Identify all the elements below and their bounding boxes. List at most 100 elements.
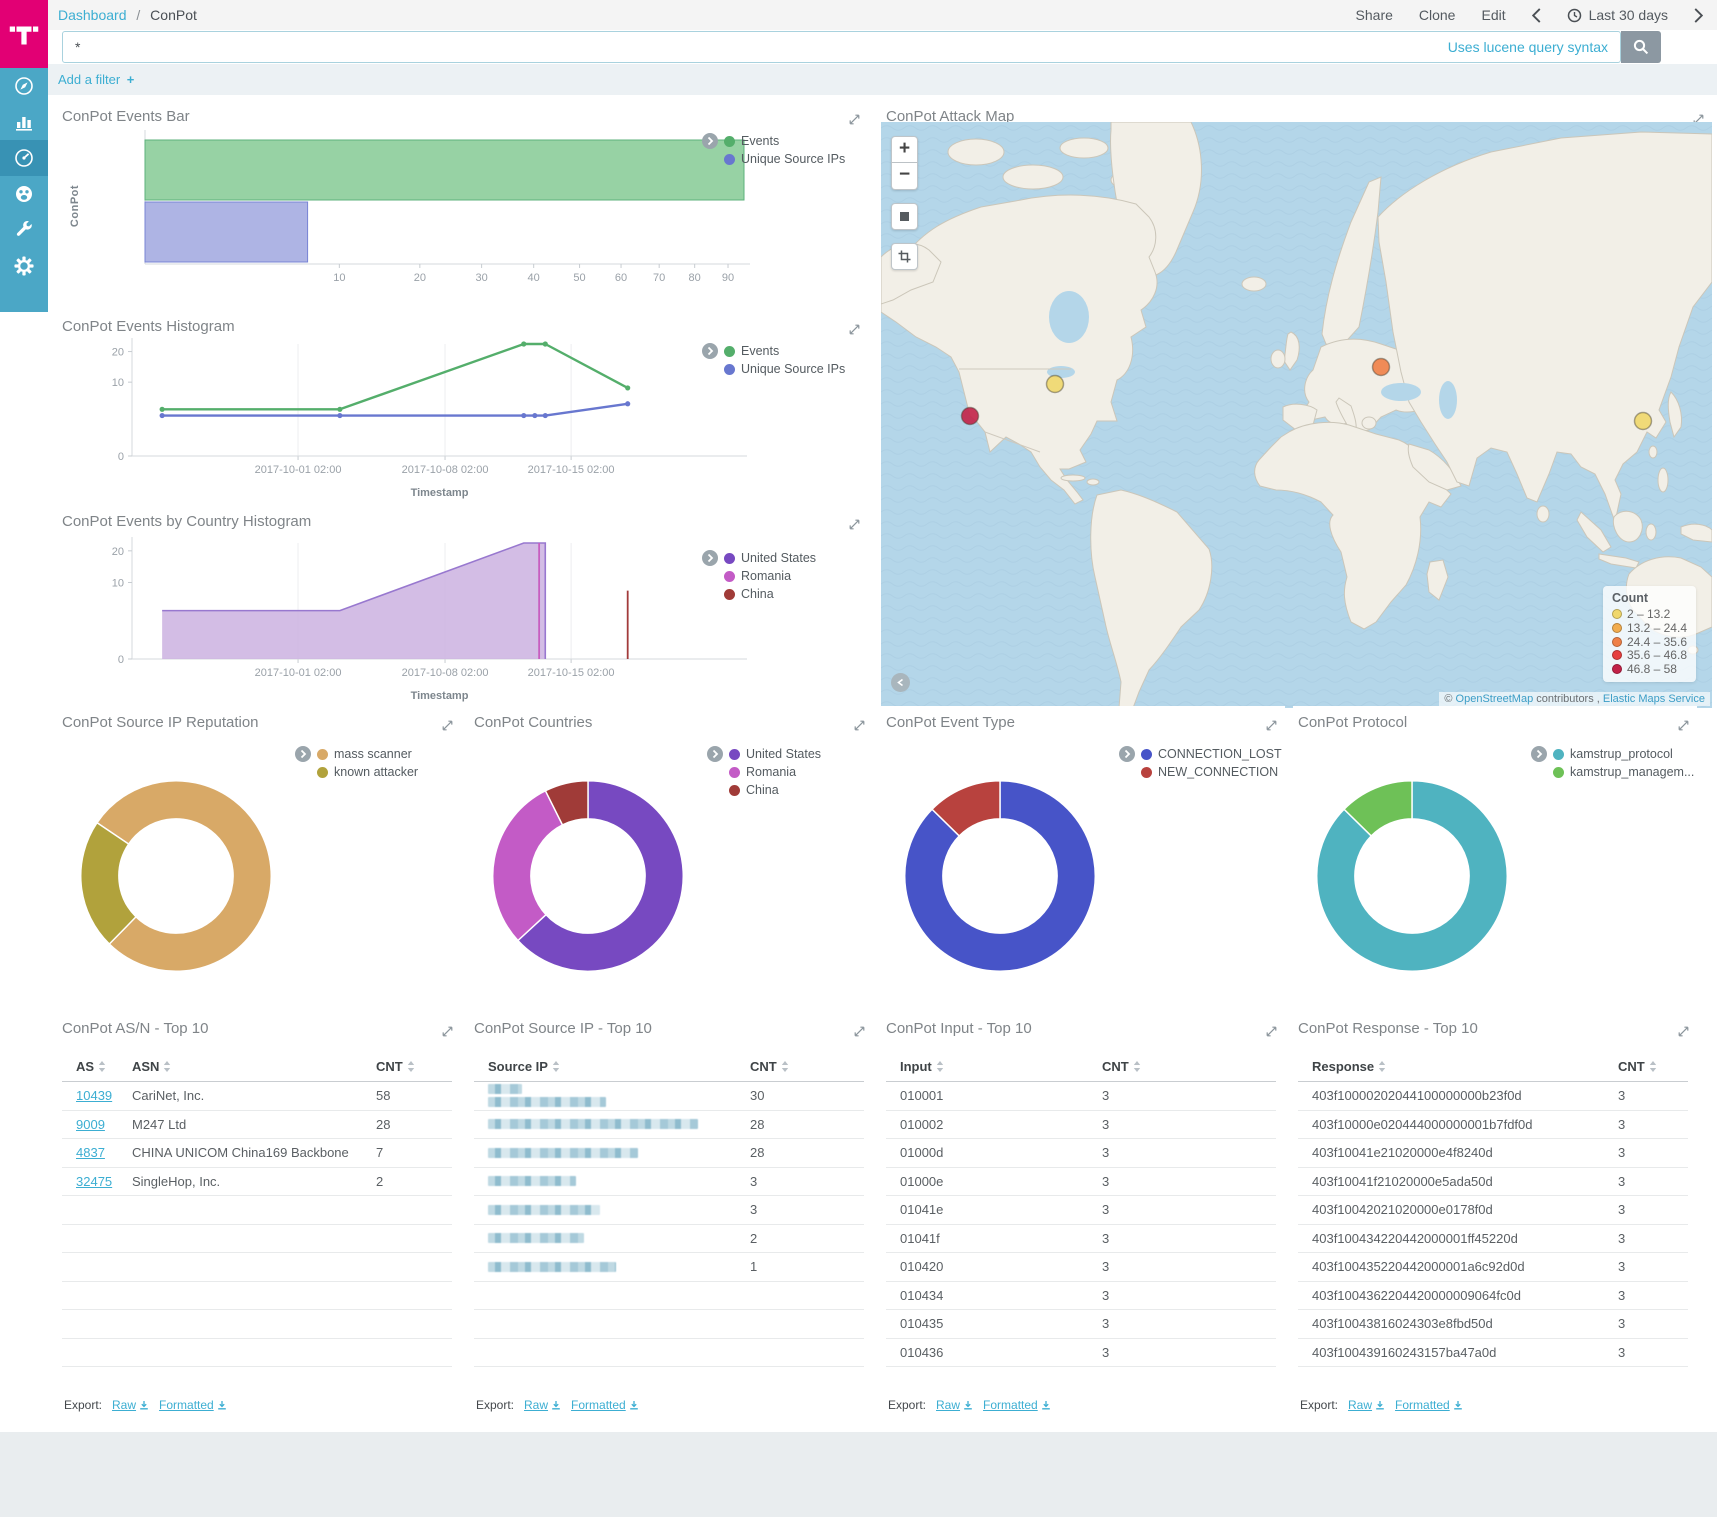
legend-item[interactable]: Romania (729, 763, 821, 781)
legend-item[interactable]: kamstrup_managem... (1553, 763, 1694, 781)
events-line-chart[interactable]: 2017-10-01 02:00 2017-10-08 02:00 2017-10-… (106, 334, 766, 506)
pie-slice-kamstrup-protocol[interactable] (1316, 780, 1508, 972)
expand-panel-icon[interactable] (1678, 718, 1689, 731)
sidebar-item-timelion[interactable] (0, 176, 48, 212)
export-formatted-link[interactable]: Formatted (571, 1398, 639, 1412)
legend-toggle-icon[interactable] (702, 133, 718, 149)
column-header-cnt[interactable]: CNT (1618, 1059, 1688, 1074)
column-header-cnt[interactable]: CNT (376, 1059, 452, 1074)
expand-panel-icon[interactable] (1266, 718, 1277, 731)
sidebar-item-management[interactable] (0, 248, 48, 284)
column-header-cnt[interactable]: CNT (1102, 1059, 1276, 1074)
as-number-link[interactable]: 32475 (76, 1173, 113, 1189)
pie-slice-mass-scanner[interactable] (96, 780, 272, 972)
legend-toggle-icon[interactable] (702, 343, 718, 359)
map-fit-bounds-button[interactable] (891, 203, 918, 230)
edit-button[interactable]: Edit (1481, 7, 1506, 23)
sidebar-item-visualize[interactable] (0, 104, 48, 140)
legend-item[interactable]: Unique Source IPs (724, 150, 845, 168)
legend-item[interactable]: CONNECTION_LOST (1119, 745, 1282, 763)
column-header-asn[interactable]: ASN (132, 1059, 376, 1074)
export-formatted-link[interactable]: Formatted (1395, 1398, 1463, 1412)
expand-panel-icon[interactable] (854, 718, 865, 731)
export-formatted-link[interactable]: Formatted (983, 1398, 1051, 1412)
legend-item[interactable]: China (729, 781, 821, 799)
column-header-input[interactable]: Input (900, 1059, 1102, 1074)
event-type-donut-chart[interactable] (900, 776, 1100, 976)
export-raw-link[interactable]: Raw (112, 1398, 149, 1412)
telekom-logo[interactable] (0, 0, 48, 68)
share-button[interactable]: Share (1355, 7, 1393, 23)
lucene-syntax-link[interactable]: Uses lucene query syntax (1447, 39, 1608, 55)
pie-slice-china[interactable] (544, 780, 589, 826)
map-draw-filter-button[interactable] (891, 243, 918, 270)
legend-toggle-icon[interactable] (1119, 746, 1135, 762)
events-bar-chart[interactable]: 10 20 30 40 50 60 70 80 90 (106, 130, 766, 290)
sidebar-item-discover[interactable] (0, 68, 48, 104)
expand-panel-icon[interactable] (442, 718, 453, 731)
pie-slice-kamstrup-managem-[interactable] (1343, 780, 1413, 837)
legend-toggle-icon[interactable] (702, 550, 718, 566)
legend-item[interactable]: United States (707, 745, 821, 763)
as-number-link[interactable]: 10439 (76, 1088, 113, 1104)
clone-button[interactable]: Clone (1418, 7, 1456, 23)
map-zoom-out-button[interactable]: − (891, 163, 918, 190)
pie-slice-known-attacker[interactable] (80, 821, 138, 946)
expand-panel-icon[interactable] (849, 112, 860, 125)
legend-item[interactable]: Events (702, 132, 845, 150)
attribution-toggle-button[interactable] (891, 673, 910, 692)
column-header-cnt[interactable]: CNT (750, 1059, 864, 1074)
expand-panel-icon[interactable] (854, 1024, 865, 1037)
export-raw-link[interactable]: Raw (936, 1398, 973, 1412)
legend-item[interactable]: kamstrup_protocol (1531, 745, 1694, 763)
legend-item[interactable]: United States (702, 549, 816, 567)
legend-toggle-icon[interactable] (295, 746, 311, 762)
legend-item[interactable]: known attacker (317, 763, 418, 781)
legend-toggle-icon[interactable] (707, 746, 723, 762)
legend-item[interactable]: Romania (724, 567, 816, 585)
time-forward-button[interactable] (1694, 7, 1703, 23)
legend-item[interactable]: Unique Source IPs (724, 360, 845, 378)
legend-toggle-icon[interactable] (1531, 746, 1547, 762)
export-formatted-link[interactable]: Formatted (159, 1398, 227, 1412)
as-number-link[interactable]: 4837 (76, 1145, 105, 1161)
attack-marker[interactable] (1633, 411, 1653, 431)
attack-marker[interactable] (960, 406, 980, 426)
as-number-link[interactable]: 9009 (76, 1116, 105, 1132)
reputation-donut-chart[interactable] (76, 776, 276, 976)
pie-slice-romania[interactable] (492, 789, 564, 942)
elastic-maps-link[interactable]: Elastic Maps Service (1602, 693, 1705, 705)
sidebar-item-dashboard[interactable] (0, 140, 48, 176)
expand-panel-icon[interactable] (1678, 1024, 1689, 1037)
attack-marker[interactable] (1371, 357, 1391, 377)
expand-panel-icon[interactable] (849, 322, 860, 335)
legend-item[interactable]: China (724, 585, 816, 603)
legend-item[interactable]: mass scanner (295, 745, 418, 763)
countries-donut-chart[interactable] (488, 776, 688, 976)
expand-panel-icon[interactable] (849, 517, 860, 530)
column-header-as[interactable]: AS (76, 1059, 132, 1074)
search-input[interactable] (63, 39, 1448, 55)
time-picker[interactable]: Last 30 days (1567, 7, 1668, 23)
world-map[interactable]: + − Count 2 – 13.2 13.2 – 24.4 24.4 – 35.6… (881, 122, 1712, 708)
export-raw-link[interactable]: Raw (1348, 1398, 1385, 1412)
attack-markers[interactable] (960, 357, 1653, 431)
breadcrumb-dashboard-link[interactable]: Dashboard (58, 7, 127, 23)
column-header-source-ip[interactable]: Source IP (488, 1059, 750, 1074)
protocol-donut-chart[interactable] (1312, 776, 1512, 976)
time-back-button[interactable] (1531, 7, 1541, 23)
map-zoom-in-button[interactable]: + (891, 136, 918, 163)
country-area-chart[interactable]: 2017-10-01 02:00 2017-10-08 02:00 2017-10-… (106, 531, 766, 707)
attack-marker[interactable] (1045, 374, 1065, 394)
openstreetmap-link[interactable]: OpenStreetMap (1455, 693, 1534, 705)
expand-panel-icon[interactable] (1266, 1024, 1277, 1037)
add-filter-link[interactable]: Add a filter + (58, 72, 134, 87)
legend-item[interactable]: Events (702, 342, 845, 360)
pie-slice-new-connection[interactable] (931, 780, 1001, 837)
sidebar-item-devtools[interactable] (0, 212, 48, 248)
pie-slice-united-states[interactable] (516, 780, 684, 972)
search-button[interactable] (1621, 31, 1661, 63)
export-raw-link[interactable]: Raw (524, 1398, 561, 1412)
legend-item[interactable]: NEW_CONNECTION (1141, 763, 1282, 781)
pie-slice-connection-lost[interactable] (904, 780, 1096, 972)
